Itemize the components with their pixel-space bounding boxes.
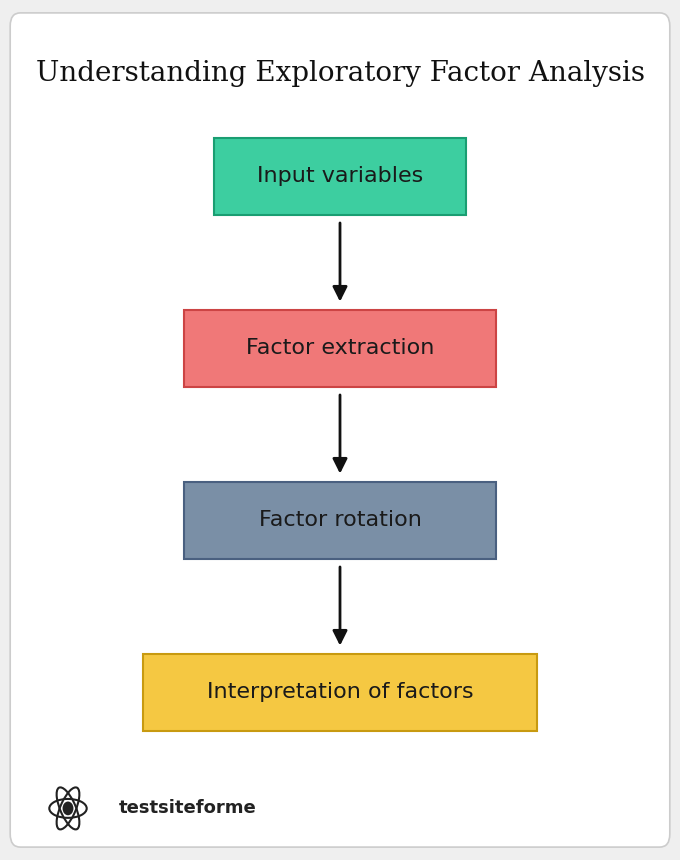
Text: Understanding Exploratory Factor Analysis: Understanding Exploratory Factor Analysi… bbox=[35, 59, 645, 87]
Text: testsiteforme: testsiteforme bbox=[119, 800, 257, 817]
Text: Factor extraction: Factor extraction bbox=[245, 338, 435, 359]
FancyBboxPatch shape bbox=[143, 654, 537, 731]
Text: Factor rotation: Factor rotation bbox=[258, 510, 422, 531]
FancyBboxPatch shape bbox=[214, 138, 466, 215]
FancyBboxPatch shape bbox=[184, 482, 496, 559]
Text: Interpretation of factors: Interpretation of factors bbox=[207, 682, 473, 703]
FancyBboxPatch shape bbox=[184, 310, 496, 387]
Text: Input variables: Input variables bbox=[257, 166, 423, 187]
Circle shape bbox=[63, 802, 73, 815]
